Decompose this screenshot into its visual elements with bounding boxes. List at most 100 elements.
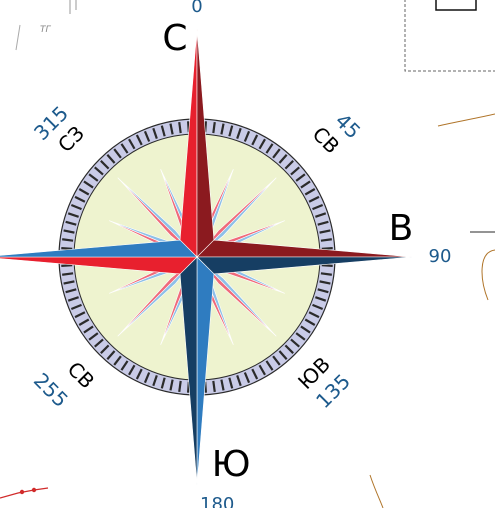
compass-main-point: [0, 239, 198, 258]
compass-tick: [70, 203, 82, 211]
intercardinal-southwest-label: СВ: [63, 357, 100, 394]
compass-main-star: [0, 28, 413, 486]
compass-tick: [272, 355, 281, 366]
sketch-stroke: [15, 24, 21, 51]
compass-tick: [67, 212, 79, 218]
compass-tick: [295, 173, 306, 182]
compass-tick: [220, 123, 225, 135]
contour-line: [369, 474, 384, 508]
compass-tick: [94, 166, 104, 176]
compass-tick: [300, 325, 311, 334]
compass-tick: [317, 288, 329, 294]
compass-tick: [63, 229, 75, 234]
compass-tick: [143, 372, 151, 384]
compass-tick: [178, 380, 182, 392]
compass-tick: [315, 212, 327, 218]
compass-tick: [120, 143, 129, 154]
compass-tick: [135, 368, 143, 380]
compass-tick: [312, 303, 324, 311]
compass-tick: [312, 203, 324, 211]
degree-south-label: 180: [200, 494, 234, 508]
compass-tick: [78, 188, 90, 196]
degree-east-label: 90: [429, 246, 452, 267]
compass-tick: [61, 247, 73, 250]
compass-tick: [304, 188, 316, 196]
compass-tick: [284, 344, 294, 354]
compass-tick: [113, 355, 122, 366]
compass-tick: [304, 318, 316, 326]
compass-tick: [315, 296, 327, 302]
degree-north-label: 0: [191, 0, 202, 17]
compass-tick: [160, 377, 166, 389]
compass-tick: [321, 264, 333, 267]
compass-tick: [321, 247, 333, 250]
compass-tick: [308, 311, 320, 319]
compass-rose: [0, 28, 413, 486]
compass-tick: [319, 280, 331, 285]
compass-tick: [78, 318, 90, 326]
compass-tick: [160, 125, 166, 137]
compass-tick: [295, 332, 306, 341]
compass-tick: [106, 154, 116, 164]
cardinal-north-label: С: [162, 18, 187, 59]
compass-tick: [251, 368, 259, 380]
map-frame-inner: [435, 0, 477, 11]
sketch-note: ТГ: [40, 25, 51, 35]
compass-tick: [236, 375, 242, 387]
compass-tick: [88, 332, 99, 341]
compass-tick: [100, 160, 110, 170]
compass-tick: [228, 125, 234, 137]
cardinal-east-label: В: [389, 208, 414, 249]
compass-tick: [243, 130, 251, 142]
compass-tick: [65, 220, 77, 226]
compass-tick: [152, 127, 158, 139]
compass-tick-ring: [61, 121, 333, 393]
compass-tick: [88, 173, 99, 182]
compass-tick: [65, 288, 77, 294]
compass-tick: [128, 138, 136, 150]
compass-tick: [320, 238, 332, 242]
compass-tick: [169, 123, 174, 135]
compass-tick: [265, 143, 274, 154]
compass-tick: [120, 360, 129, 371]
compass-tick: [300, 180, 311, 189]
compass-tick: [143, 130, 151, 142]
compass-tick: [100, 344, 110, 354]
compass-tick: [320, 272, 332, 276]
compass-tick: [135, 134, 143, 146]
cardinal-south-label: Ю: [212, 444, 251, 485]
compass-tick: [62, 238, 74, 242]
compass-tick: [272, 148, 281, 159]
route-point: [19, 489, 25, 495]
compass-tick: [61, 264, 73, 267]
compass-tick: [220, 379, 225, 391]
compass-tick: [62, 272, 74, 276]
route-line: [0, 487, 49, 499]
compass-tick: [243, 372, 251, 384]
compass-tick: [258, 138, 266, 150]
compass-tick: [212, 122, 216, 134]
compass-tick: [106, 350, 116, 360]
contour-line: [437, 113, 495, 127]
compass-tick: [152, 375, 158, 387]
compass-tick: [278, 154, 288, 164]
compass-tick: [236, 127, 242, 139]
compass-tick: [319, 229, 331, 234]
compass-tick: [284, 160, 294, 170]
route-point: [31, 487, 37, 493]
compass-tick: [113, 148, 122, 159]
compass-tick: [63, 280, 75, 285]
compass-tick: [67, 296, 79, 302]
compass-tick: [265, 360, 274, 371]
compass-tick: [290, 338, 300, 348]
compass-tick: [83, 180, 94, 189]
compass-tick: [212, 380, 216, 392]
compass-tick: [317, 220, 329, 226]
compass-tick: [278, 350, 288, 360]
compass-tick: [74, 311, 86, 319]
compass-tick: [290, 166, 300, 176]
compass-tick: [128, 364, 136, 376]
compass-tick: [251, 134, 259, 146]
